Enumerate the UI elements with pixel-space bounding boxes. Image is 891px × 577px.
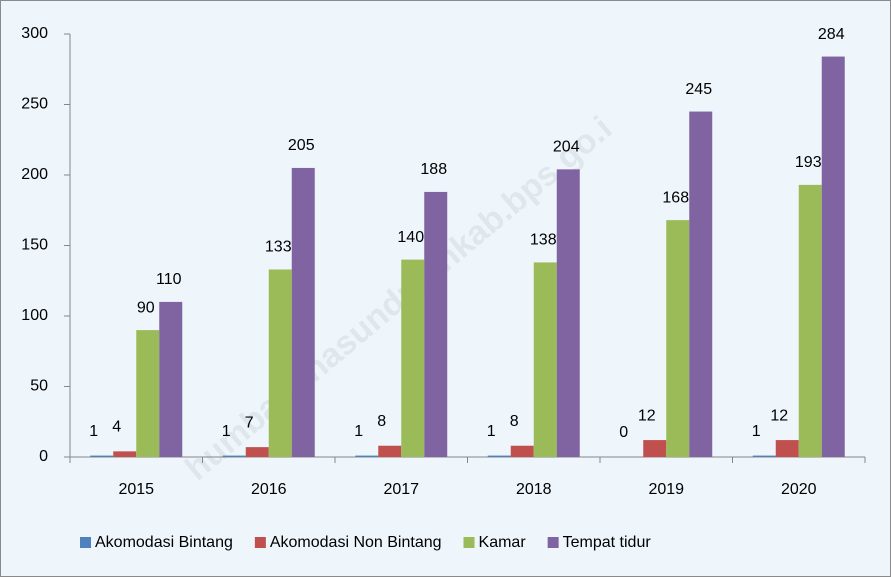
y-tick-label: 100 [21,307,48,324]
data-label: 1 [222,423,231,440]
y-tick-label: 250 [21,96,48,113]
data-label: 133 [265,239,292,256]
data-label: 1 [89,423,98,440]
data-label: 7 [245,414,254,431]
data-label: 12 [770,407,788,424]
bar [136,330,160,457]
bar [159,301,183,457]
bar [90,455,114,457]
y-tick-label: 300 [21,25,48,42]
y-tick-label: 50 [30,378,48,395]
data-label: 138 [530,232,557,249]
bar [424,191,448,458]
bar [355,455,379,457]
bar [775,440,799,457]
bar [401,259,425,457]
bar [487,455,511,457]
bar [222,455,246,457]
data-label: 12 [638,407,656,424]
bar [245,447,269,457]
data-label: 205 [288,137,315,154]
data-label: 284 [818,26,845,43]
bar [268,269,292,457]
legend-swatch [547,537,559,548]
legend-label: Tempat tidur [563,534,652,551]
legend-label: Kamar [479,534,527,551]
data-label: 0 [619,424,628,441]
data-label: 188 [420,161,447,178]
bar [556,169,580,458]
x-tick-label: 2019 [648,481,684,498]
legend-swatch [254,537,266,548]
data-label: 1 [752,423,761,440]
bar [378,445,402,457]
bar [752,455,776,457]
data-label: 245 [685,81,712,98]
legend-swatch [463,537,475,548]
data-label: 204 [553,139,580,156]
data-label: 8 [510,413,519,430]
legend-label: Akomodasi Non Bintang [270,534,442,551]
bar [689,111,713,458]
bar [533,262,557,457]
bar [510,445,534,457]
data-label: 1 [354,423,363,440]
data-label: 4 [112,419,121,436]
bar [798,184,822,457]
data-label: 1 [487,423,496,440]
bar [666,220,690,457]
bar [291,167,315,457]
x-tick-label: 2015 [118,481,154,498]
y-tick-label: 200 [21,166,48,183]
data-label: 8 [377,413,386,430]
y-tick-label: 150 [21,237,48,254]
x-tick-label: 2016 [251,481,287,498]
x-tick-label: 2018 [516,481,552,498]
bar [113,451,137,457]
legend-label: Akomodasi Bintang [95,534,233,551]
data-label: 110 [156,271,182,288]
bar [821,56,845,458]
x-tick-label: 2017 [383,481,419,498]
data-label: 168 [662,189,689,206]
y-tick-label: 0 [39,448,48,465]
bar [643,440,667,457]
data-label: 90 [137,299,155,316]
data-label: 140 [397,229,424,246]
x-tick-label: 2020 [781,481,817,498]
data-label: 193 [795,154,822,171]
legend-swatch [80,537,91,548]
